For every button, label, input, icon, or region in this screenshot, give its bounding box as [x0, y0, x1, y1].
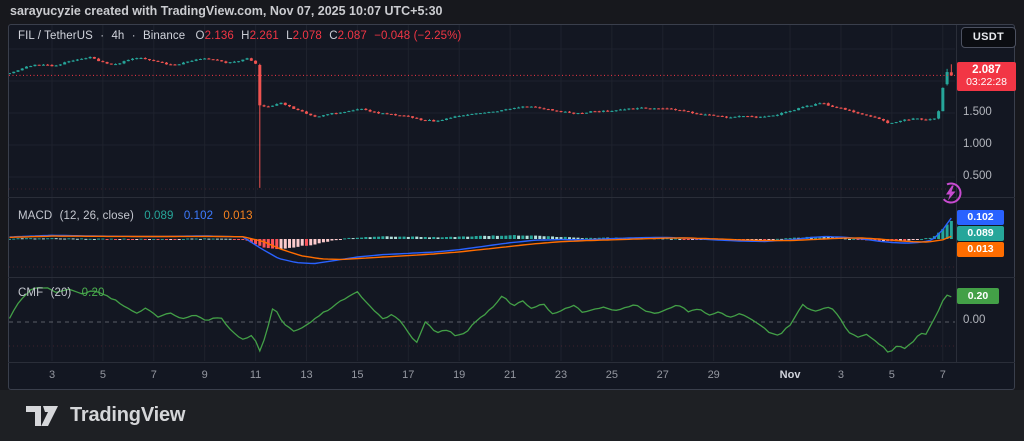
time-scale[interactable] — [8, 362, 956, 389]
currency-toggle-button[interactable]: USDT — [961, 27, 1016, 48]
current-price-badge: 2.087 03:22:28 — [957, 62, 1016, 91]
price-axis-label: 0.500 — [963, 170, 992, 182]
high-key: H — [241, 30, 250, 42]
macd-hist-badge: 0.089 — [957, 226, 1004, 241]
exchange-label: Binance — [142, 30, 186, 42]
open-key: O — [195, 30, 205, 42]
cmf-title: CMF — [18, 287, 44, 299]
macd-title: MACD — [18, 210, 53, 222]
macd-signal-badge: 0.013 — [957, 242, 1004, 257]
high-value: 2.261 — [249, 30, 279, 42]
low-key: L — [286, 30, 293, 42]
cmf-value: 0.20 — [81, 287, 105, 299]
price-axis-label: 1.000 — [963, 138, 992, 150]
cmf-value-badge: 0.20 — [957, 288, 999, 304]
low-value: 2.078 — [292, 30, 322, 42]
close-value: 2.087 — [337, 30, 367, 42]
macd-line-value: 0.102 — [183, 210, 214, 222]
symbol-name: FIL / TetherUS — [18, 30, 93, 42]
cmf-legend[interactable]: CMF (20) 0.20 — [18, 287, 104, 299]
macd-legend[interactable]: MACD (12, 26, close) 0.089 0.102 0.013 — [18, 210, 253, 222]
chart-plot-area[interactable] — [9, 25, 955, 361]
cmf-params: (20) — [50, 287, 72, 299]
open-value: 2.136 — [204, 30, 234, 42]
watermark-text: sarayucyzie created with TradingView.com… — [10, 4, 443, 18]
symbol-legend[interactable]: FIL / TetherUS · 4h · Binance O2.136 H2.… — [18, 30, 461, 42]
footer-brand-link[interactable]: TradingView — [26, 404, 185, 427]
price-axis-label: 1.500 — [963, 106, 992, 118]
interval-label: 4h — [111, 30, 125, 42]
change-value: −0.048 (−2.25%) — [374, 30, 462, 42]
macd-hist-value: 0.089 — [144, 210, 174, 222]
cmf-zero-label: 0.00 — [963, 314, 986, 326]
bar-countdown: 03:22:28 — [966, 76, 1007, 88]
current-price-value: 2.087 — [972, 64, 1001, 76]
legend-dot: · — [131, 30, 136, 42]
macd-line-badge: 0.102 — [957, 210, 1004, 225]
legend-dot: · — [100, 30, 105, 42]
footer-bar: TradingView — [0, 390, 1024, 441]
macd-params: (12, 26, close) — [59, 210, 134, 222]
lightning-icon — [940, 182, 962, 204]
close-key: C — [329, 30, 338, 42]
macd-signal-value: 0.013 — [223, 210, 253, 222]
tradingview-logo-icon — [26, 405, 58, 426]
footer-brand-text: TradingView — [70, 404, 186, 426]
